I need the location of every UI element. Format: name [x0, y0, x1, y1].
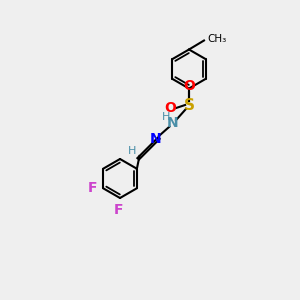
Text: F: F	[114, 203, 123, 218]
Text: H: H	[162, 112, 170, 122]
Text: F: F	[88, 181, 98, 195]
Text: N: N	[150, 133, 162, 146]
Text: O: O	[183, 79, 195, 93]
Text: H: H	[128, 146, 136, 157]
Text: CH₃: CH₃	[208, 34, 227, 44]
Text: N: N	[167, 116, 178, 130]
Text: S: S	[184, 98, 194, 112]
Text: O: O	[164, 101, 176, 115]
